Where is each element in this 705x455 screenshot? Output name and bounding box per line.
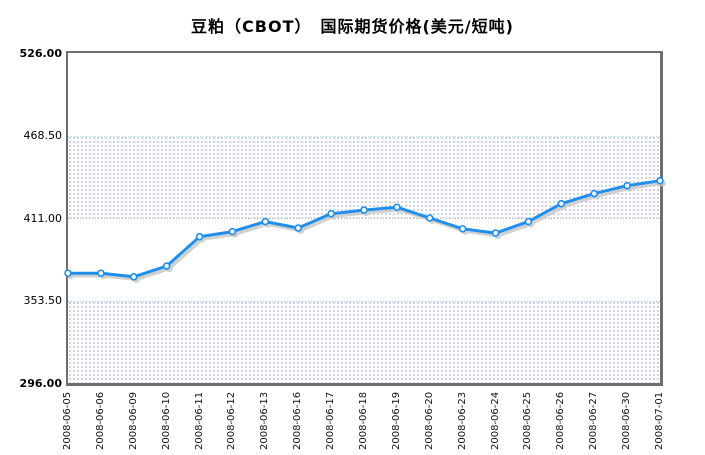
x-tick-label: 2008-06-12	[226, 391, 238, 450]
x-tick-label: 2008-06-06	[94, 391, 106, 450]
x-tick-label: 2008-06-11	[193, 391, 205, 450]
x-tick-label: 2008-06-13	[259, 391, 271, 450]
chart-title: 豆粕（CBOT） 国际期货价格(美元/短吨)	[191, 17, 514, 36]
dotted-band	[68, 300, 660, 383]
data-point-marker	[228, 227, 237, 236]
x-tick-label: 2008-06-24	[489, 391, 501, 450]
x-tick-label: 2008-06-30	[621, 391, 633, 450]
data-point-marker	[656, 176, 664, 185]
data-point-marker	[327, 209, 335, 218]
x-tick-label: 2008-06-25	[522, 391, 534, 450]
x-tick-label: 2008-06-20	[423, 391, 435, 450]
price-line-series	[64, 176, 666, 283]
x-tick-label: 2008-06-05	[62, 391, 73, 450]
x-tick-label: 2008-06-19	[390, 391, 402, 450]
x-tick-label: 2008-06-09	[127, 391, 139, 450]
y-tick-label: 468.50	[23, 129, 63, 142]
x-tick-label: 2008-06-26	[555, 391, 567, 450]
gridline	[68, 300, 660, 302]
y-axis: 526.00 468.50 411.00 353.50 296.00	[0, 0, 62, 455]
x-tick-label: 2008-06-18	[358, 391, 369, 450]
data-point-marker	[458, 224, 467, 233]
data-point-marker	[590, 189, 599, 198]
data-point-marker	[195, 232, 204, 241]
x-tick-label: 2008-06-23	[456, 391, 468, 450]
data-point-marker	[393, 203, 401, 212]
data-point-marker	[425, 214, 434, 222]
data-point-marker	[491, 229, 500, 237]
data-point-marker	[360, 206, 368, 214]
data-point-marker	[97, 269, 105, 278]
x-tick-label: 2008-06-10	[160, 391, 172, 450]
y-tick-label: 526.00	[19, 46, 62, 60]
gridline	[68, 218, 660, 219]
x-tick-label: 2008-06-27	[588, 391, 600, 450]
y-tick-label: 353.50	[23, 294, 63, 307]
plot-area	[64, 51, 666, 386]
x-tick-label: 2008-07-01	[654, 391, 665, 450]
y-tick-label: 296.00	[19, 376, 62, 390]
gridline	[68, 135, 660, 137]
data-point-marker	[162, 262, 171, 270]
x-tick-label: 2008-06-16	[292, 391, 304, 450]
data-point-marker	[524, 217, 533, 226]
data-point-marker	[557, 199, 566, 208]
data-point-marker	[64, 269, 72, 278]
data-point-marker	[623, 181, 631, 190]
x-tick-label: 2008-06-17	[325, 391, 337, 450]
data-point-marker	[294, 224, 303, 232]
y-tick-label: 411.00	[23, 211, 63, 225]
data-point-marker	[129, 273, 138, 281]
data-point-marker	[261, 217, 270, 226]
